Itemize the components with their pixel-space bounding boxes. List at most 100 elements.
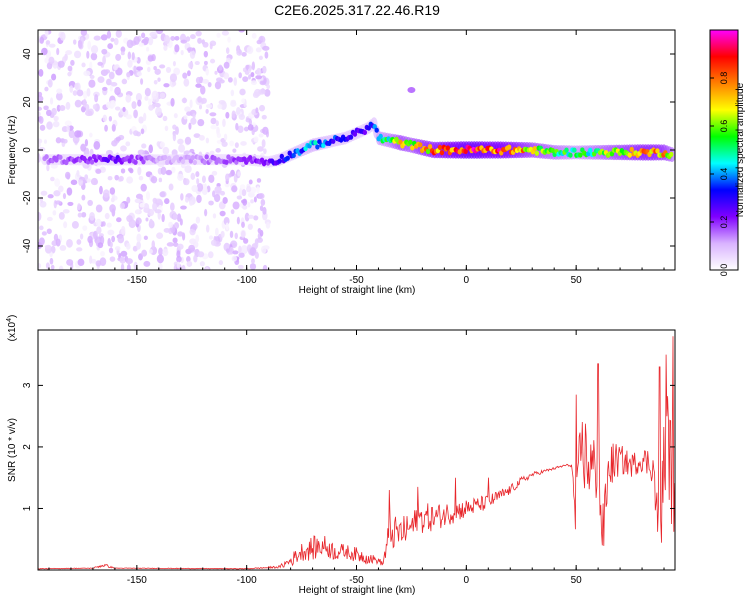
spectrogram-noise-blob (183, 178, 190, 186)
spectrogram-noise-blob (38, 147, 46, 152)
spectrogram-noise-blob (223, 72, 230, 80)
spectrogram-noise-blob (68, 129, 75, 139)
spectrogram-noise-blob (253, 196, 257, 203)
spectrogram-noise-blob (135, 93, 143, 102)
spectrogram-ridge-mark (655, 148, 660, 154)
spectrogram-ridge-mark (463, 148, 468, 154)
spectrogram-noise-blob (186, 111, 193, 116)
spectrogram-noise-blob (62, 192, 67, 200)
spectrogram-noise-blob (176, 213, 182, 222)
spectrogram-noise-blob (227, 77, 233, 83)
spectrogram-ridge-mark (190, 154, 196, 161)
spectrogram-noise-blob (189, 200, 194, 206)
spectrogram-noise-blob (198, 134, 205, 141)
spectrogram-ytick-label: 20 (22, 96, 33, 108)
spectrogram-noise-blob (216, 32, 221, 38)
colorbar-tick-label: 0.6 (719, 120, 729, 133)
spectrogram-noise-blob (172, 132, 177, 142)
spectrogram-noise-blob (114, 174, 120, 181)
spectrogram-noise-blob (107, 229, 115, 236)
spectrogram-noise-blob (164, 125, 169, 132)
spectrogram-noise-blob (140, 183, 147, 192)
spectrogram-noise-blob (178, 144, 186, 153)
spectrogram-noise-blob (39, 225, 44, 231)
spectrogram-noise-blob (172, 213, 178, 220)
spectrogram-noise-blob (264, 51, 269, 59)
spectrogram-noise-blob (238, 72, 242, 79)
spectrogram-noise-blob (70, 179, 78, 186)
spectrogram-noise-blob (196, 178, 200, 185)
spectrogram-noise-blob (85, 110, 93, 117)
spectrogram-noise-blob (248, 179, 253, 185)
spectrogram-noise-blob (251, 258, 255, 265)
spectrogram-noise-blob (110, 99, 116, 108)
spectrogram-noise-blob (77, 203, 81, 211)
spectrogram-noise-blob (55, 238, 61, 247)
spectrogram-noise-blob (93, 35, 101, 41)
spectrogram-noise-blob (205, 266, 209, 270)
spectrogram-noise-blob (198, 104, 203, 110)
spectrogram-noise-blob (190, 117, 197, 125)
spectrogram-noise-blob (60, 31, 66, 41)
spectrogram-ridge-mark (141, 159, 146, 165)
spectrogram-noise-blob (146, 46, 150, 52)
spectrogram-noise-blob (259, 104, 266, 112)
spectrogram-noise-blob (126, 39, 134, 49)
spectrogram-noise-blob (102, 55, 106, 65)
spectrogram-noise-blob (126, 215, 133, 223)
spectrogram-noise-blob (74, 99, 82, 108)
spectrogram-noise-blob (256, 186, 260, 194)
colorbar-label: Normalized spectral amplitude (735, 82, 746, 217)
spectrogram-noise-blob (162, 146, 170, 155)
spectrogram-noise-blob (65, 50, 73, 56)
spectrogram-noise-blob (184, 165, 192, 174)
spectrogram-noise-blob (234, 142, 239, 148)
snr-multiplier-exponent: 4 (6, 318, 13, 322)
spectrogram-noise-blob (58, 185, 64, 193)
spectrogram-noise-blob (174, 44, 180, 53)
spectrogram-ridge-mark (534, 150, 540, 156)
spectrogram-noise-blob (225, 173, 230, 182)
spectrogram-noise-blob (117, 235, 125, 244)
spectrogram-noise-blob (250, 72, 255, 78)
spectrogram-noise-blob (224, 182, 230, 188)
spectrogram-noise-blob (82, 225, 88, 231)
spectrogram-noise-blob (107, 43, 114, 50)
spectrogram-noise-blob (221, 30, 230, 36)
spectrogram-noise-blob (120, 46, 126, 53)
spectrogram-noise-blob (159, 191, 166, 198)
spectrogram-noise-blob (241, 221, 245, 228)
spectrogram-noise-blob (189, 50, 196, 59)
spectrogram-ridge-mark (408, 139, 413, 145)
spectrogram-noise-blob (120, 263, 125, 270)
spectrogram-noise-blob (206, 104, 213, 109)
spectrogram-noise-blob (261, 114, 267, 120)
spectrogram-noise-blob (208, 235, 214, 240)
spectrogram-blip (407, 87, 416, 93)
spectrogram-noise-blob (87, 235, 93, 244)
spectrogram-noise-blob (133, 109, 138, 119)
spectrogram-noise-blob (93, 140, 101, 150)
spectrogram-noise-blob (119, 256, 126, 264)
spectrogram-noise-blob (205, 67, 209, 76)
spectrogram-noise-blob (109, 187, 116, 195)
spectrogram-noise-blob (50, 264, 55, 270)
spectrogram-noise-blob (38, 111, 41, 117)
spectrogram-noise-blob (138, 116, 144, 124)
spectrogram-noise-blob (256, 178, 262, 183)
spectrogram-noise-blob (92, 104, 97, 110)
spectrogram-ridge-mark (398, 139, 403, 145)
spectrogram-noise-blob (238, 252, 245, 258)
spectrogram-noise-blob (59, 104, 66, 111)
spectrogram-noise-blob (184, 196, 189, 203)
spectrogram-noise-blob (159, 141, 166, 148)
spectrogram-noise-blob (144, 87, 151, 97)
spectrogram-noise-blob (261, 139, 266, 148)
spectrogram-noise-blob (141, 143, 147, 149)
spectrogram-noise-blob (209, 150, 215, 155)
spectrogram-noise-blob (165, 169, 172, 176)
spectrogram-noise-blob (115, 136, 122, 142)
spectrogram-noise-blob (180, 39, 188, 44)
spectrogram-noise-blob (255, 47, 262, 53)
